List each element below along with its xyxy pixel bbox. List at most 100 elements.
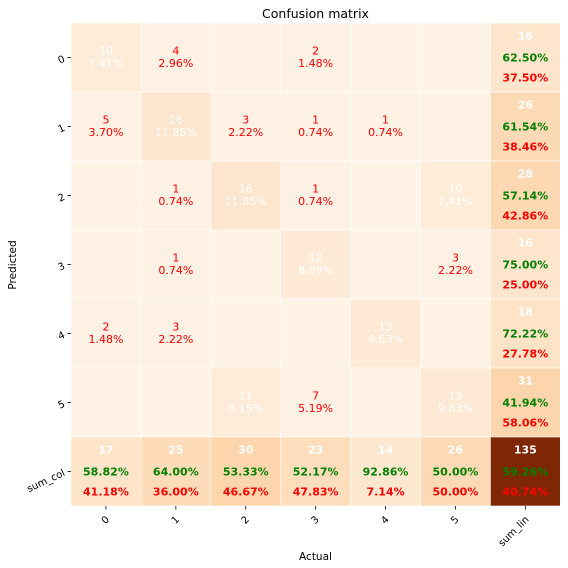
- col-sum-cell: [140, 436, 212, 507]
- chart-title: Confusion matrix: [262, 6, 369, 21]
- cell-percent-label: 8.89%: [298, 264, 333, 277]
- y-tick-label: 3: [57, 261, 67, 274]
- row-sum-cell: [490, 229, 561, 300]
- heatmap-cell: [280, 298, 351, 369]
- y-tick-label: 4: [57, 330, 67, 343]
- heatmap-cell: [280, 91, 351, 162]
- col-sum-error-label: 7.14%: [366, 486, 404, 499]
- cell-count-label: 4: [172, 45, 179, 58]
- cell-count-label: 11: [239, 390, 253, 403]
- heatmap-cell: [210, 22, 282, 93]
- heatmap-cell: [210, 160, 282, 231]
- row-sum-total-label: 16: [518, 237, 534, 250]
- heatmap-cell: [350, 367, 421, 438]
- cell-percent-label: 11.85%: [225, 195, 267, 208]
- cell-count-label: 10: [448, 183, 462, 196]
- heatmap-cell: [350, 160, 421, 231]
- cell-count-label: 2: [312, 45, 319, 58]
- col-sum-correct-label: 52.17%: [293, 466, 339, 479]
- cell-percent-label: 2.22%: [158, 333, 193, 346]
- heatmap-cell: [210, 298, 282, 369]
- grand-total-error-label: 40.74%: [502, 486, 548, 499]
- col-sum-error-label: 46.67%: [223, 486, 269, 499]
- row-sum-cell: [490, 160, 561, 231]
- row-sum-error-label: 58.06%: [502, 417, 548, 430]
- cell-percent-label: 0.74%: [158, 195, 193, 208]
- row-sum-error-label: 38.46%: [502, 141, 548, 154]
- cell-count-label: 5: [102, 114, 109, 127]
- col-sum-total-label: 30: [238, 444, 254, 457]
- heatmap-cell: [280, 229, 351, 300]
- row-sum-correct-label: 61.54%: [502, 121, 548, 134]
- row-sum-total-label: 18: [518, 306, 533, 319]
- x-axis-label: Actual: [299, 551, 332, 563]
- col-sum-total-label: 25: [168, 444, 183, 457]
- heatmap-cell: [140, 298, 212, 369]
- col-sum-error-label: 50.00%: [433, 486, 479, 499]
- heatmap-cell: [350, 229, 421, 300]
- col-sum-cell: [350, 436, 421, 507]
- heatmap-cell: [140, 22, 212, 93]
- cell-count-label: 16: [169, 114, 183, 127]
- heatmap-cell: [420, 160, 491, 231]
- heatmap-cell-labels: 107.41%42.96%21.48%53.70%1611.85%32.22%1…: [83, 30, 548, 499]
- cell-percent-label: 2.96%: [158, 57, 193, 70]
- col-sum-correct-label: 92.86%: [363, 466, 409, 479]
- cell-percent-label: 3.70%: [88, 126, 123, 139]
- y-tick-label: 1: [57, 123, 67, 136]
- cell-count-label: 1: [382, 114, 389, 127]
- heatmap-cell: [420, 367, 491, 438]
- heatmap-cell: [140, 367, 212, 438]
- cell-percent-label: 8.15%: [228, 402, 263, 415]
- heatmap-cell: [70, 229, 142, 300]
- row-sum-total-label: 28: [518, 168, 533, 181]
- heatmap-cell: [210, 91, 282, 162]
- cell-percent-label: 0.74%: [368, 126, 403, 139]
- col-sum-total-label: 26: [448, 444, 464, 457]
- cell-count-label: 1: [172, 183, 179, 196]
- heatmap-cell: [280, 160, 351, 231]
- row-sum-cell: [490, 298, 561, 369]
- col-sum-cell: [210, 436, 282, 507]
- cell-percent-label: 0.74%: [298, 195, 333, 208]
- col-sum-correct-label: 64.00%: [153, 466, 199, 479]
- cell-percent-label: 0.74%: [298, 126, 333, 139]
- cell-percent-label: 11.85%: [155, 126, 197, 139]
- col-sum-total-label: 23: [308, 444, 323, 457]
- row-sum-correct-label: 75.00%: [502, 259, 548, 272]
- cell-count-label: 1: [312, 114, 319, 127]
- cell-count-label: 3: [172, 321, 179, 334]
- row-sum-correct-label: 57.14%: [502, 190, 548, 203]
- heatmap-cell: [210, 367, 282, 438]
- row-sum-correct-label: 41.94%: [502, 397, 548, 410]
- row-sum-cell: [490, 367, 561, 438]
- cell-percent-label: 9.63%: [368, 333, 403, 346]
- cell-percent-label: 7.41%: [438, 195, 473, 208]
- heatmap-cell: [140, 160, 212, 231]
- col-sum-correct-label: 53.33%: [223, 466, 269, 479]
- cell-count-label: 13: [379, 321, 393, 334]
- row-sum-total-label: 16: [518, 30, 534, 43]
- row-sum-error-label: 25.00%: [502, 279, 548, 292]
- row-sum-total-label: 26: [518, 99, 534, 112]
- heatmap-cell: [420, 229, 491, 300]
- heatmap-cell: [350, 298, 421, 369]
- cell-count-label: 7: [312, 390, 319, 403]
- col-sum-error-label: 47.83%: [293, 486, 339, 499]
- y-tick-label: 5: [57, 399, 67, 412]
- row-sum-correct-label: 72.22%: [502, 328, 548, 341]
- col-sum-correct-label: 58.82%: [83, 466, 129, 479]
- cell-percent-label: 2.22%: [438, 264, 473, 277]
- heatmap-cell: [70, 22, 142, 93]
- grand-total-label: 135: [514, 444, 537, 457]
- cell-count-label: 3: [242, 114, 249, 127]
- grand-total-correct-label: 59.26%: [502, 466, 548, 479]
- row-sum-cell: [490, 91, 561, 162]
- y-tick-label: 2: [57, 192, 67, 205]
- grand-total-cell: [490, 436, 561, 507]
- heatmap-cell: [140, 91, 212, 162]
- heatmap-cell: [140, 229, 212, 300]
- cell-count-label: 10: [99, 45, 113, 58]
- heatmap-cells: [70, 22, 561, 507]
- cell-percent-label: 0.74%: [158, 264, 193, 277]
